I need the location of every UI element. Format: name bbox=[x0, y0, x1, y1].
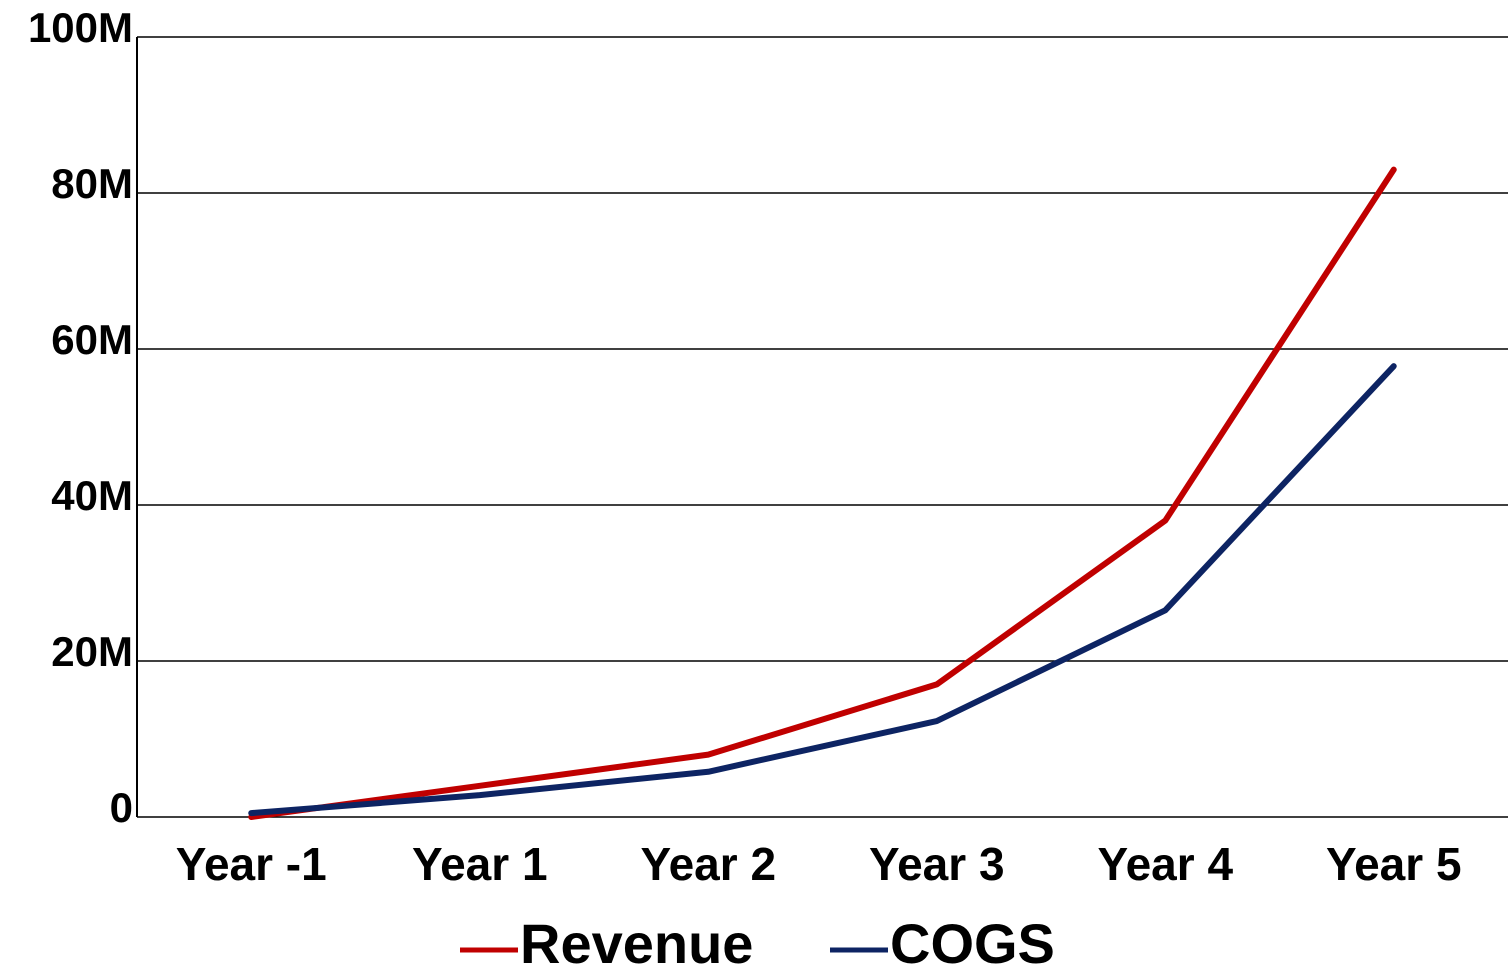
y-tick-label: 20M bbox=[51, 628, 133, 675]
x-tick-label: Year 4 bbox=[1097, 838, 1233, 890]
y-tick-label: 80M bbox=[51, 160, 133, 207]
legend-label: COGS bbox=[890, 912, 1055, 975]
line-series bbox=[248, 363, 1397, 817]
y-tick-label: 0 bbox=[110, 784, 133, 831]
y-tick-label: 60M bbox=[51, 316, 133, 363]
y-tick-label: 100M bbox=[28, 4, 133, 51]
x-tick-label: Year 2 bbox=[640, 838, 776, 890]
x-tick-label: Year 3 bbox=[869, 838, 1005, 890]
x-tick-label: Year 5 bbox=[1326, 838, 1462, 890]
x-tick-label: Year 1 bbox=[412, 838, 548, 890]
line-series bbox=[248, 166, 1397, 820]
x-tick-label: Year -1 bbox=[176, 838, 327, 890]
y-tick-label: 40M bbox=[51, 472, 133, 519]
legend-label: Revenue bbox=[520, 912, 753, 975]
